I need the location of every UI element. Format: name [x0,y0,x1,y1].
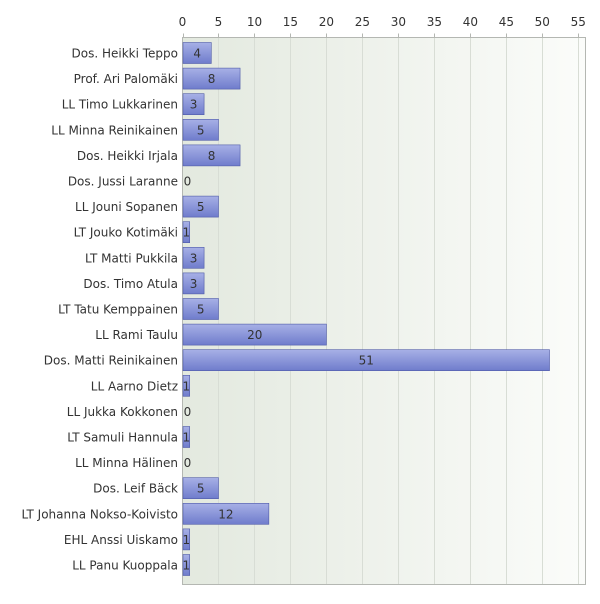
category-label: LL Jukka Kokkonen [67,405,178,419]
category-label: LT Johanna Nokso-Koivisto [22,507,179,521]
x-tick-label: 40 [463,15,478,29]
x-tick-label: 15 [283,15,298,29]
category-label: Dos. Timo Atula [83,277,178,291]
x-tick-label: 10 [247,15,262,29]
bar [182,67,241,90]
data-label: 3 [190,277,198,291]
bar [182,42,212,64]
bar [182,119,219,141]
bar [182,323,327,346]
data-label: 1 [183,533,191,547]
data-label: 4 [193,47,201,61]
bar [182,144,241,167]
data-label: 1 [183,559,191,573]
category-label: LL Panu Kuoppala [72,559,178,573]
category-label: EHL Anssi Uiskamo [64,533,178,547]
data-label: 3 [190,251,198,265]
bar [182,374,190,397]
plot-frame [182,37,586,585]
category-label: Dos. Heikki Teppo [72,47,179,61]
category-label: LT Samuli Hannula [67,431,178,445]
bar [182,477,219,500]
x-tick-label: 25 [355,15,370,29]
category-label: LT Tatu Kemppainen [58,303,178,317]
category-label: LL Rami Taulu [95,328,178,342]
bar [182,554,190,576]
data-label: 0 [184,175,192,189]
x-tick-label: 0 [179,15,187,29]
data-label: 5 [197,482,205,496]
data-label: 5 [197,123,205,137]
data-label: 5 [197,200,205,214]
bar [182,221,190,243]
bar [182,195,219,218]
x-tick-label: 50 [535,15,550,29]
data-label: 8 [208,72,216,86]
category-label: LL Minna Reinikainen [51,123,178,137]
bar [182,272,205,295]
data-label: 0 [184,456,192,470]
category-label: LL Jouni Sopanen [75,200,178,214]
plot-background [182,37,586,585]
data-label: 1 [183,431,191,445]
category-label: LL Timo Lukkarinen [62,98,178,112]
x-tick-label: 45 [499,15,514,29]
data-label: 8 [208,149,216,163]
x-tick-label: 5 [215,15,223,29]
category-label: Dos. Leif Bäck [93,482,178,496]
category-label: LT Jouko Kotimäki [74,226,178,240]
data-label: 0 [184,405,192,419]
category-label: Dos. Matti Reinikainen [44,354,178,368]
category-label: LL Aarno Dietz [91,379,178,393]
x-tick-label: 35 [427,15,442,29]
data-label: 1 [183,379,191,393]
category-label: Dos. Heikki Irjala [77,149,178,163]
x-tick-label: 20 [319,15,334,29]
bar [182,349,550,372]
bar [182,528,190,551]
data-label: 20 [247,328,262,342]
data-label: 1 [183,226,191,240]
bar [182,298,219,320]
data-label: 3 [190,98,198,112]
category-label: LL Minna Hälinen [75,456,178,470]
bar [182,502,270,525]
category-label: Dos. Jussi Laranne [68,175,178,189]
bar [182,247,205,269]
bar [182,426,190,448]
data-label: 51 [359,354,374,368]
bar [182,93,205,115]
x-tick-label: 55 [571,15,586,29]
data-label: 12 [218,507,233,521]
data-label: 5 [197,303,205,317]
category-label: LT Matti Pukkila [85,251,178,265]
x-tick-label: 30 [391,15,406,29]
category-label: Prof. Ari Palomäki [74,72,178,86]
